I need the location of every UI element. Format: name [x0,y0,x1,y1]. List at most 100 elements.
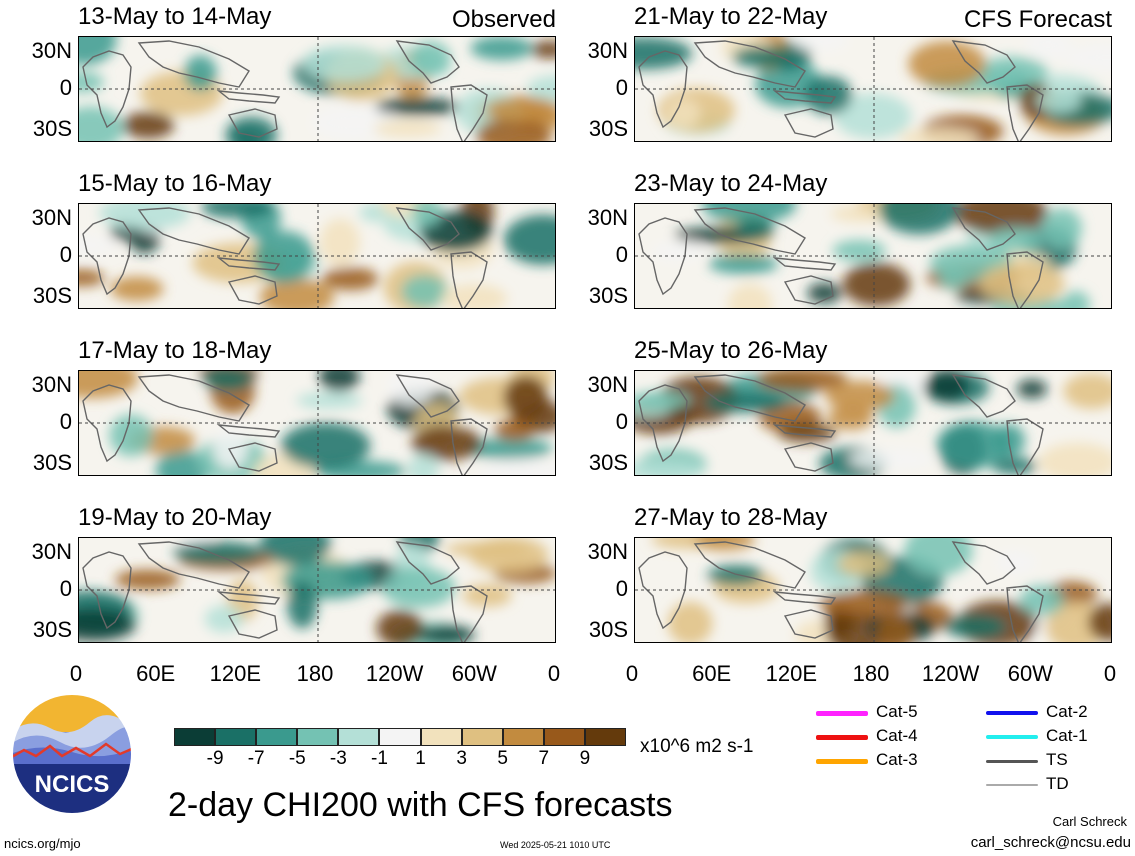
anomaly-map [79,37,555,141]
anomaly-blob [287,580,318,629]
anomaly-blob [704,391,786,413]
anomaly-blob [203,371,252,391]
anomaly-blob [732,46,797,68]
lat-label: 30N [587,205,628,230]
anomaly-blob [701,204,797,224]
continent-outline [227,609,278,639]
anomaly-blob [470,37,533,61]
anomaly-blob [899,127,979,141]
continent-outline [137,541,250,589]
anomaly-blob [878,204,961,235]
continent-outline [772,90,837,104]
continent-outline [450,251,488,308]
legend-label: Cat-1 [1046,726,1088,745]
anomaly-blob [183,55,217,91]
continent-outline [216,90,281,104]
anomaly-blob [411,425,482,461]
panel-tag: CFS Forecast [963,6,1112,33]
anomaly-blob [109,414,153,457]
anomaly-blob [756,371,848,392]
lat-label: 0 [615,409,628,434]
anomaly-blob [1035,88,1082,113]
coastlines [82,374,488,475]
continent-outline [772,424,837,438]
anomaly-blob [375,97,459,116]
map-panel [78,36,556,142]
anomaly-blob [465,437,553,460]
lon-label: 60E [692,661,732,686]
lon-label: 180 [296,661,334,686]
lat-label: 30N [587,38,628,63]
anomaly-blobs [635,371,1111,475]
continent-outline [1006,251,1044,308]
anomaly-blob [807,282,842,304]
anomaly-blob [302,44,387,82]
continent-outline [638,551,688,630]
panel-title: 25-May to 26-May [634,337,828,364]
lon-label: 0 [1103,661,1117,686]
continent-outline [638,384,688,463]
lat-label: 30N [31,539,72,564]
anomaly-blob [1016,379,1048,399]
anomaly-map [79,538,555,642]
coastlines [82,541,488,642]
continent-outline [772,257,837,271]
anomaly-blob [462,583,512,607]
lat-label: 0 [59,75,72,100]
anomaly-blob [530,40,555,59]
anomaly-blob [381,567,456,608]
anomaly-blob [155,450,210,475]
continent-outline [693,207,806,255]
continent-outline [783,609,834,639]
anomaly-blob [834,93,912,139]
panel-title: 19-May to 20-May [78,504,272,531]
map-panel [634,36,1112,142]
panel-title: 27-May to 28-May [634,504,828,531]
continent-outline [227,442,278,472]
anomaly-blob [988,227,1044,253]
continent-outline [693,374,806,422]
lat-label: 30N [31,372,72,397]
continent-outline [783,108,834,138]
continent-outline [137,207,250,255]
anomaly-blobs [79,204,555,308]
lon-label: 60W [1007,661,1053,686]
anomaly-blob [667,601,713,642]
lon-label: 120W [365,661,424,686]
continent-outline [772,591,837,605]
continent-outline [450,418,488,475]
anomaly-blob [876,612,914,642]
continent-outline [137,374,250,422]
lon-label: 120W [921,661,980,686]
anomaly-map [635,204,1111,308]
lon-label: 0 [547,661,561,686]
colorbar-tick-label: -9 [206,748,224,769]
anomaly-blob [635,460,706,475]
continent-outline [395,541,460,585]
anomaly-blob [819,590,909,617]
footer-url[interactable]: ncics.org/mjo [4,836,81,851]
anomaly-blob [804,76,853,115]
continent-outline [783,442,834,472]
footer-timestamp: Wed 2025-05-21 1010 UTC [500,840,611,850]
map-panel [634,370,1112,476]
anomaly-blob [1088,603,1111,642]
lat-label: 30N [31,38,72,63]
footer-email[interactable]: carl_schreck@ncsu.edu [970,834,1131,851]
anomaly-blob [173,541,264,564]
anomaly-blob [708,253,779,275]
anomaly-blob [792,37,850,51]
anomaly-blob [212,426,248,469]
anomaly-blob [832,240,887,262]
continent-outline [227,275,278,305]
anomaly-blob [475,118,552,141]
lat-label: 0 [59,576,72,601]
footer-author: Carl Schreck [1052,814,1127,829]
anomaly-blob [849,448,935,470]
coastlines [638,207,1044,308]
colorbar-swatch [297,728,339,746]
panel-title: 17-May to 18-May [78,337,272,364]
continent-outline [82,384,132,463]
legend-line [816,734,868,740]
anomaly-map [635,37,1111,141]
